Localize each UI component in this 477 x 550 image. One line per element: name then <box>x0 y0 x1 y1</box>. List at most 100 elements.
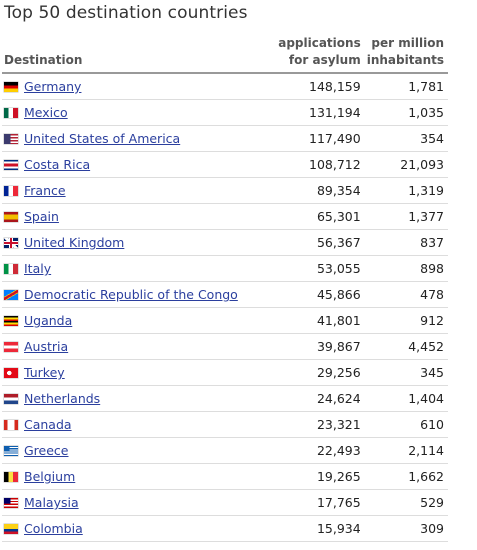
table-row: United States of America 117,490 354 <box>2 125 448 152</box>
header-applications-line2: for asylum <box>288 53 361 67</box>
table-row: Netherlands 24,624 1,404 <box>2 385 448 412</box>
netherlands-flag-icon <box>4 393 18 404</box>
per-million-cell: 898 <box>364 255 448 282</box>
country-wrapper: United States of America <box>4 131 263 146</box>
applications-cell: 45,866 <box>266 281 365 308</box>
canada-flag-icon <box>4 419 18 430</box>
country-link[interactable]: Costa Rica <box>24 157 91 172</box>
applications-cell: 53,055 <box>266 255 365 282</box>
destination-cell: Italy <box>2 255 267 282</box>
per-million-cell: 837 <box>364 229 448 256</box>
table-row: United Kingdom 56,367 837 <box>2 229 448 256</box>
per-million-cell: 309 <box>364 515 448 542</box>
table-body: Germany 148,159 1,781 Mexico 131,194 1,0… <box>2 73 448 550</box>
drc-flag-icon <box>4 289 18 300</box>
country-link[interactable]: Italy <box>24 261 52 276</box>
destination-cell: Germany <box>2 73 267 100</box>
country-link[interactable]: United Kingdom <box>24 235 125 250</box>
per-million-cell: 610 <box>364 411 448 438</box>
header-row: Destination applications for asylum per … <box>2 35 448 74</box>
per-million-cell: 1,377 <box>364 203 448 230</box>
austria-flag-icon <box>4 341 18 352</box>
country-wrapper: Greece <box>4 443 263 458</box>
country-wrapper: Germany <box>4 79 263 94</box>
applications-cell: 17,765 <box>266 489 365 516</box>
country-wrapper: Turkey <box>4 365 263 380</box>
applications-cell: 117,490 <box>266 125 365 152</box>
country-link[interactable]: Malaysia <box>24 495 79 510</box>
turkey-flag-icon <box>4 367 18 378</box>
country-link[interactable]: Colombia <box>24 521 83 536</box>
table-row: Spain 65,301 1,377 <box>2 203 448 230</box>
country-wrapper: United Kingdom <box>4 235 263 250</box>
table-row: Belgium 19,265 1,662 <box>2 463 448 490</box>
applications-cell: 24,624 <box>266 385 365 412</box>
table-row: Turkey 29,256 345 <box>2 359 448 386</box>
table-row: Canada 23,321 610 <box>2 411 448 438</box>
destination-cell: United States of America <box>2 125 267 152</box>
country-wrapper: Malaysia <box>4 495 263 510</box>
header-per-million-line1: per million <box>371 36 444 50</box>
table-row-partial <box>2 542 448 550</box>
destination-cell: Belgium <box>2 463 267 490</box>
table-row: Mexico 131,194 1,035 <box>2 99 448 126</box>
germany-flag-icon <box>4 81 18 92</box>
per-million-cell: 2,114 <box>364 437 448 464</box>
applications-cell: 29,256 <box>266 359 365 386</box>
country-wrapper: Netherlands <box>4 391 263 406</box>
country-wrapper: France <box>4 183 263 198</box>
costa-rica-flag-icon <box>4 159 18 170</box>
applications-cell: 15,934 <box>266 515 365 542</box>
usa-flag-icon <box>4 133 18 144</box>
country-link[interactable]: Austria <box>24 339 69 354</box>
country-wrapper: Uganda <box>4 313 263 328</box>
header-per-million: per million inhabitants <box>364 35 448 74</box>
applications-cell: 65,301 <box>266 203 365 230</box>
applications-cell: 148,159 <box>266 73 365 100</box>
country-link[interactable]: France <box>24 183 66 198</box>
destination-cell: Colombia <box>2 515 267 542</box>
per-million-cell: 1,781 <box>364 73 448 100</box>
header-per-million-line2: inhabitants <box>366 53 444 67</box>
applications-cell: 89,354 <box>266 177 365 204</box>
table-row: Austria 39,867 4,452 <box>2 333 448 360</box>
table-row: France 89,354 1,319 <box>2 177 448 204</box>
page-title: Top 50 destination countries <box>4 3 248 23</box>
country-link[interactable]: Democratic Republic of the Congo <box>24 287 238 302</box>
header-destination: Destination <box>2 35 267 74</box>
country-wrapper: Spain <box>4 209 263 224</box>
per-million-cell: 21,093 <box>364 151 448 178</box>
table-row: Greece 22,493 2,114 <box>2 437 448 464</box>
destination-cell: United Kingdom <box>2 229 267 256</box>
partial-cell <box>267 542 365 550</box>
table-row: Democratic Republic of the Congo 45,866 … <box>2 281 448 308</box>
country-link[interactable]: Germany <box>24 79 82 94</box>
country-link[interactable]: United States of America <box>24 131 181 146</box>
belgium-flag-icon <box>4 471 18 482</box>
table-row: Italy 53,055 898 <box>2 255 448 282</box>
mexico-flag-icon <box>4 107 18 118</box>
destination-cell: Costa Rica <box>2 151 267 178</box>
destination-cell: Spain <box>2 203 267 230</box>
country-link[interactable]: Uganda <box>24 313 73 328</box>
country-link[interactable]: Greece <box>24 443 69 458</box>
colombia-flag-icon <box>4 523 18 534</box>
country-link[interactable]: Canada <box>24 417 72 432</box>
country-link[interactable]: Mexico <box>24 105 68 120</box>
country-wrapper: Costa Rica <box>4 157 263 172</box>
country-link[interactable]: Spain <box>24 209 59 224</box>
country-link[interactable]: Netherlands <box>24 391 101 406</box>
applications-cell: 131,194 <box>266 99 365 126</box>
per-million-cell: 912 <box>364 307 448 334</box>
italy-flag-icon <box>4 263 18 274</box>
country-wrapper: Canada <box>4 417 263 432</box>
country-link[interactable]: Belgium <box>24 469 76 484</box>
partial-cell <box>2 542 267 550</box>
table-row: Colombia 15,934 309 <box>2 515 448 542</box>
per-million-cell: 1,035 <box>364 99 448 126</box>
country-link[interactable]: Turkey <box>24 365 65 380</box>
country-wrapper: Colombia <box>4 521 263 536</box>
destination-cell: France <box>2 177 267 204</box>
destination-cell: Greece <box>2 437 267 464</box>
